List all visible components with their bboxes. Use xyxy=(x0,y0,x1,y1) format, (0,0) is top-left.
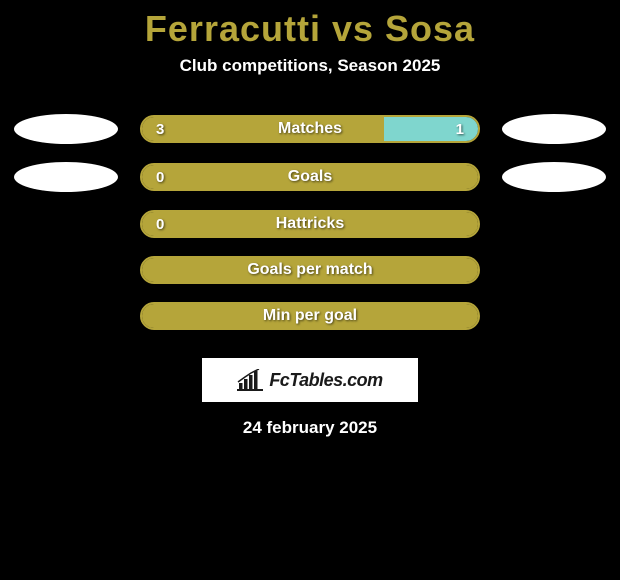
stat-row: Goals per match xyxy=(14,256,606,284)
stat-row: 3Matches1 xyxy=(14,114,606,144)
stat-bar: 0Hattricks xyxy=(140,210,480,238)
player-left-marker xyxy=(14,114,118,144)
stat-value-right: 1 xyxy=(456,121,464,138)
comparison-infographic: Ferracutti vs Sosa Club competitions, Se… xyxy=(0,0,620,580)
stat-label: Matches xyxy=(142,120,478,138)
stat-rows-container: 3Matches1 0Goals 0Hattricks Goals per match… xyxy=(14,114,606,348)
stat-row: 0Hattricks xyxy=(14,210,606,238)
date-line: 24 february 2025 xyxy=(243,418,377,438)
stat-row: Min per goal xyxy=(14,302,606,330)
stat-bar: 0Goals xyxy=(140,163,480,191)
page-title: Ferracutti vs Sosa xyxy=(145,8,475,50)
stat-label: Min per goal xyxy=(142,307,478,325)
logo-text: FcTables.com xyxy=(269,370,382,391)
page-subtitle: Club competitions, Season 2025 xyxy=(180,56,441,76)
logo-card: FcTables.com xyxy=(202,358,418,402)
player-right-marker xyxy=(502,162,606,192)
stat-bar: Goals per match xyxy=(140,256,480,284)
stat-bar: 3Matches1 xyxy=(140,115,480,143)
player-right-marker xyxy=(502,114,606,144)
player-left-marker xyxy=(14,162,118,192)
stat-label: Goals per match xyxy=(142,261,478,279)
stat-label: Hattricks xyxy=(142,215,478,233)
stat-row: 0Goals xyxy=(14,162,606,192)
chart-icon xyxy=(237,369,263,391)
stat-bar: Min per goal xyxy=(140,302,480,330)
stat-label: Goals xyxy=(142,168,478,186)
